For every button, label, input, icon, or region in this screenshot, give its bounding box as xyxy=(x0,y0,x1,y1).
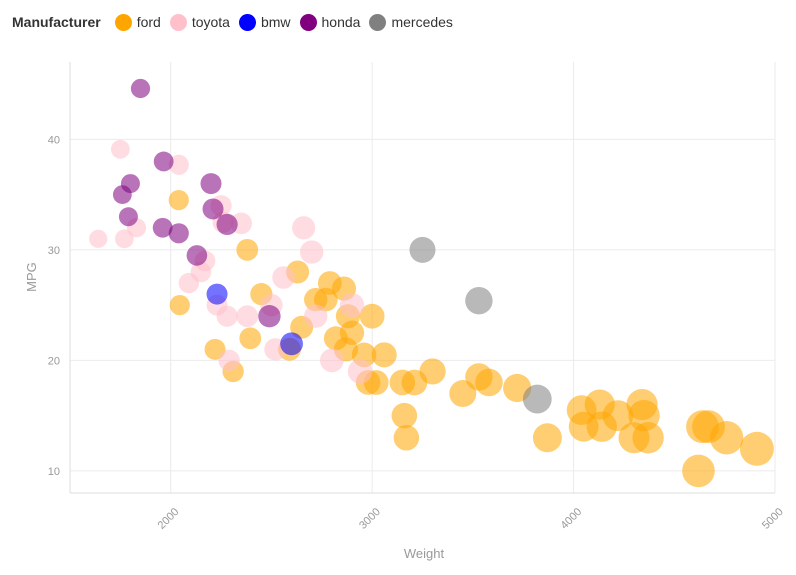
tick-labels: 2000 3000 4000 5000 10 20 30 40 xyxy=(48,134,786,531)
y-tick-label: 30 xyxy=(48,245,60,257)
legend-label: honda xyxy=(321,14,361,30)
point-toyota[interactable] xyxy=(216,305,238,327)
point-toyota[interactable] xyxy=(218,349,240,372)
point-ford[interactable] xyxy=(371,342,397,368)
point-mercedes[interactable] xyxy=(409,236,436,263)
y-tick-label: 10 xyxy=(48,466,60,478)
point-toyota[interactable] xyxy=(110,139,130,159)
point-ford[interactable] xyxy=(393,424,420,451)
x-tick-label: 3000 xyxy=(357,506,383,532)
legend: Manufacturer ford toyota bmw honda mercedes xyxy=(12,11,462,33)
legend-swatch-toyota xyxy=(169,13,187,31)
grid xyxy=(70,62,776,493)
legend-swatch-ford xyxy=(114,13,132,31)
point-honda[interactable] xyxy=(118,207,138,227)
legend-item-ford[interactable]: ford xyxy=(114,13,161,31)
legend-label: ford xyxy=(136,14,161,30)
point-honda[interactable] xyxy=(258,304,281,328)
point-ford[interactable] xyxy=(709,421,744,455)
point-toyota[interactable] xyxy=(114,229,134,249)
point-toyota[interactable] xyxy=(304,304,328,328)
legend-label: toyota xyxy=(191,14,230,30)
legend-items: ford toyota bmw honda mercedes xyxy=(114,13,462,31)
point-ford[interactable] xyxy=(169,295,190,316)
point-mercedes[interactable] xyxy=(465,287,493,315)
point-honda[interactable] xyxy=(130,78,151,99)
point-honda[interactable] xyxy=(186,245,208,266)
legend-label: bmw xyxy=(260,14,291,30)
point-ford[interactable] xyxy=(739,431,774,466)
point-ford[interactable] xyxy=(359,303,385,329)
point-toyota[interactable] xyxy=(300,240,324,264)
legend-swatch-bmw xyxy=(238,13,256,31)
point-ford[interactable] xyxy=(391,402,418,429)
point-toyota[interactable] xyxy=(339,292,365,318)
point-bmw[interactable] xyxy=(206,283,228,305)
point-toyota[interactable] xyxy=(347,359,373,384)
point-toyota[interactable] xyxy=(272,266,295,289)
legend-item-mercedes[interactable]: mercedes xyxy=(369,13,453,31)
legend-label: mercedes xyxy=(391,14,453,30)
point-toyota[interactable] xyxy=(292,216,316,240)
legend-item-honda[interactable]: honda xyxy=(299,13,361,31)
legend-item-toyota[interactable]: toyota xyxy=(169,13,230,31)
legend-title: Manufacturer xyxy=(12,14,101,30)
point-ford[interactable] xyxy=(632,422,664,454)
point-toyota[interactable] xyxy=(89,229,108,248)
point-ford[interactable] xyxy=(236,238,259,261)
point-toyota[interactable] xyxy=(168,154,189,175)
point-toyota[interactable] xyxy=(236,305,259,328)
point-ford[interactable] xyxy=(239,327,262,350)
point-ford[interactable] xyxy=(532,423,562,453)
y-tick-label: 20 xyxy=(48,355,60,367)
data-points xyxy=(89,78,774,488)
point-ford[interactable] xyxy=(419,358,446,385)
legend-swatch-honda xyxy=(299,13,317,31)
axes xyxy=(69,62,775,494)
point-ford[interactable] xyxy=(168,190,189,211)
point-honda[interactable] xyxy=(200,173,222,195)
legend-swatch-mercedes xyxy=(369,13,387,31)
x-tick-label: 2000 xyxy=(156,506,182,532)
x-tick-label: 4000 xyxy=(559,506,585,532)
legend-item-bmw[interactable]: bmw xyxy=(238,13,291,31)
point-honda[interactable] xyxy=(168,223,189,244)
point-bmw[interactable] xyxy=(280,332,303,356)
point-honda[interactable] xyxy=(202,198,224,220)
point-ford[interactable] xyxy=(602,400,634,432)
y-tick-label: 40 xyxy=(48,134,60,146)
point-ford[interactable] xyxy=(339,320,365,345)
x-tick-label: 5000 xyxy=(760,506,786,532)
point-ford[interactable] xyxy=(682,454,715,488)
y-axis-title: MPG xyxy=(24,262,39,292)
x-axis-title: Weight xyxy=(404,546,445,561)
point-honda[interactable] xyxy=(153,151,174,172)
point-toyota[interactable] xyxy=(319,348,344,373)
point-honda[interactable] xyxy=(216,213,238,236)
point-honda[interactable] xyxy=(152,217,173,238)
point-ford[interactable] xyxy=(475,368,503,397)
point-honda[interactable] xyxy=(120,174,140,194)
point-mercedes[interactable] xyxy=(522,384,552,414)
